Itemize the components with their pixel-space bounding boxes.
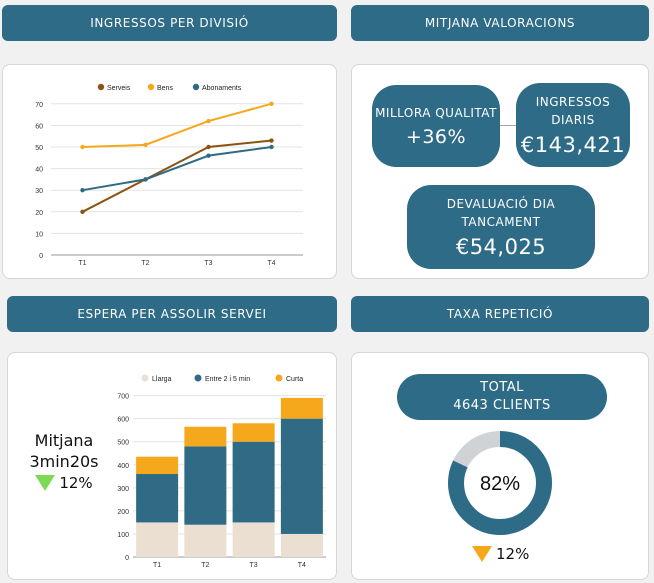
total-card: TOTAL 4643 CLIENTS — [397, 374, 607, 420]
x-tick-label: T4 — [298, 562, 306, 569]
triangle-down-icon — [472, 546, 492, 562]
ingressos-card: INGRESSOS DIARIS €143,421 — [516, 83, 630, 167]
legend-marker — [97, 83, 105, 91]
y-tick-label: 300 — [117, 486, 129, 493]
triangle-down-icon — [35, 475, 56, 491]
y-tick-label: 100 — [117, 532, 129, 539]
ingressos-value: €143,421 — [520, 133, 626, 157]
bar-segment — [280, 397, 323, 419]
donut-chart: 82% — [448, 431, 552, 535]
series-line — [82, 102, 272, 148]
millora-label: MILLORA QUALITAT — [375, 106, 497, 120]
bar-segment — [184, 446, 227, 525]
y-tick-label: 500 — [117, 440, 129, 447]
data-point — [143, 142, 148, 148]
header-ingressos: INGRESSOS PER DIVISIÓ — [2, 5, 337, 41]
legend-label: Entre 2 i 5 min — [205, 376, 250, 383]
data-point — [80, 188, 85, 193]
espera-panel: 0 100 200 300 400 500 600 700 T1 T2 T3 T4 Llarga Entr… — [7, 352, 337, 580]
y-tick-label: 40 — [35, 167, 43, 174]
bar-segment — [232, 522, 275, 557]
header-espera: ESPERA PER ASSOLIR SERVEI — [7, 296, 337, 332]
repeticio-change-value: 12% — [496, 545, 530, 563]
bar-segment — [136, 474, 179, 523]
total-value: 4643 CLIENTS — [453, 398, 551, 413]
valoracions-panel: MILLORA QUALITAT +36% INGRESSOS DIARIS €… — [351, 64, 649, 279]
mitjana-block: Mitjana 3min20s 12% — [16, 430, 112, 494]
total-label: TOTAL — [480, 380, 524, 395]
repeticio-change: 12% — [472, 545, 529, 563]
repeticio-panel: TOTAL 4643 CLIENTS 82% 12% — [351, 352, 649, 580]
data-point — [206, 118, 211, 124]
ingressos-panel: 0 10 20 30 40 50 60 70 T1 T2 T3 T4 Serveis Bens Abonam… — [2, 64, 337, 279]
y-tick-label: 60 — [35, 123, 43, 130]
legend-label: Curta — [286, 376, 303, 383]
legend-label: Llarga — [152, 376, 172, 383]
header-repeticio: TAXA REPETICIÓ — [351, 296, 649, 332]
devaluacio-card: DEVALUACIÓ DIA TANCAMENT €54,025 — [407, 185, 595, 269]
legend-marker — [275, 374, 283, 382]
millora-card: MILLORA QUALITAT +36% — [372, 85, 500, 167]
donut-center-label: 82% — [480, 473, 520, 495]
bar-segment — [280, 418, 323, 534]
devaluacio-label-1: DEVALUACIÓ DIA — [446, 197, 556, 211]
y-tick-label: 50 — [35, 145, 43, 152]
y-tick-label: 0 — [125, 555, 129, 562]
bar-segment — [280, 533, 323, 557]
ingressos-label-2: DIARIS — [551, 113, 595, 127]
legend-marker — [192, 83, 200, 91]
bar-segment — [232, 423, 275, 442]
data-point — [269, 144, 274, 150]
x-tick-label: T3 — [250, 562, 258, 569]
bar-segment — [136, 456, 179, 474]
x-tick-label: T1 — [78, 260, 86, 267]
data-point — [80, 209, 85, 214]
x-tick-label: T3 — [204, 260, 212, 267]
header-valoracions: MITJANA VALORACIONS — [351, 5, 649, 41]
x-tick-label: T2 — [141, 260, 149, 267]
y-tick-label: 700 — [117, 394, 129, 401]
line-chart: 0 10 20 30 40 50 60 70 T1 T2 T3 T4 Serveis Bens Abonam… — [35, 83, 303, 267]
bar-segment — [232, 441, 275, 523]
y-tick-label: 0 — [39, 253, 43, 260]
y-tick-label: 30 — [35, 188, 43, 195]
mitjana-change-value: 12% — [59, 474, 93, 492]
y-tick-label: 10 — [35, 231, 43, 238]
data-point — [80, 144, 85, 150]
millora-value: +36% — [405, 126, 467, 148]
data-point — [269, 101, 274, 106]
y-tick-label: 70 — [35, 102, 43, 109]
donut-value-arc — [448, 431, 552, 535]
legend-label: Serveis — [107, 85, 131, 92]
bar-segment — [184, 524, 227, 557]
y-tick-label: 400 — [117, 463, 129, 470]
bar-segment — [136, 522, 179, 557]
data-point — [269, 138, 274, 143]
y-tick-label: 600 — [117, 417, 129, 424]
x-tick-label: T1 — [153, 562, 161, 569]
data-point — [206, 153, 211, 158]
legend-marker — [194, 374, 202, 382]
series-line — [82, 139, 272, 213]
data-point — [206, 144, 211, 150]
bar-segment — [184, 426, 227, 447]
y-tick-label: 20 — [35, 210, 43, 217]
mitjana-change: 12% — [16, 472, 112, 494]
bar-chart: 0 100 200 300 400 500 600 700 T1 T2 T3 T4 Llarga Entr… — [117, 374, 326, 569]
mitjana-label: Mitjana — [34, 431, 94, 450]
devaluacio-value: €54,025 — [455, 235, 547, 259]
y-tick-label: 200 — [117, 509, 129, 516]
legend-label: Abonaments — [202, 85, 242, 92]
mitjana-value: 3min20s — [29, 452, 99, 471]
connector-line — [500, 125, 520, 126]
devaluacio-label-2: TANCAMENT — [461, 215, 541, 229]
ingressos-label-1: INGRESSOS — [535, 95, 611, 109]
legend-marker — [141, 374, 149, 382]
data-point — [143, 177, 148, 182]
legend-marker — [147, 83, 155, 91]
x-tick-label: T2 — [201, 562, 209, 569]
legend-label: Bens — [157, 85, 173, 92]
x-tick-label: T4 — [267, 260, 275, 267]
series-line — [82, 146, 272, 192]
